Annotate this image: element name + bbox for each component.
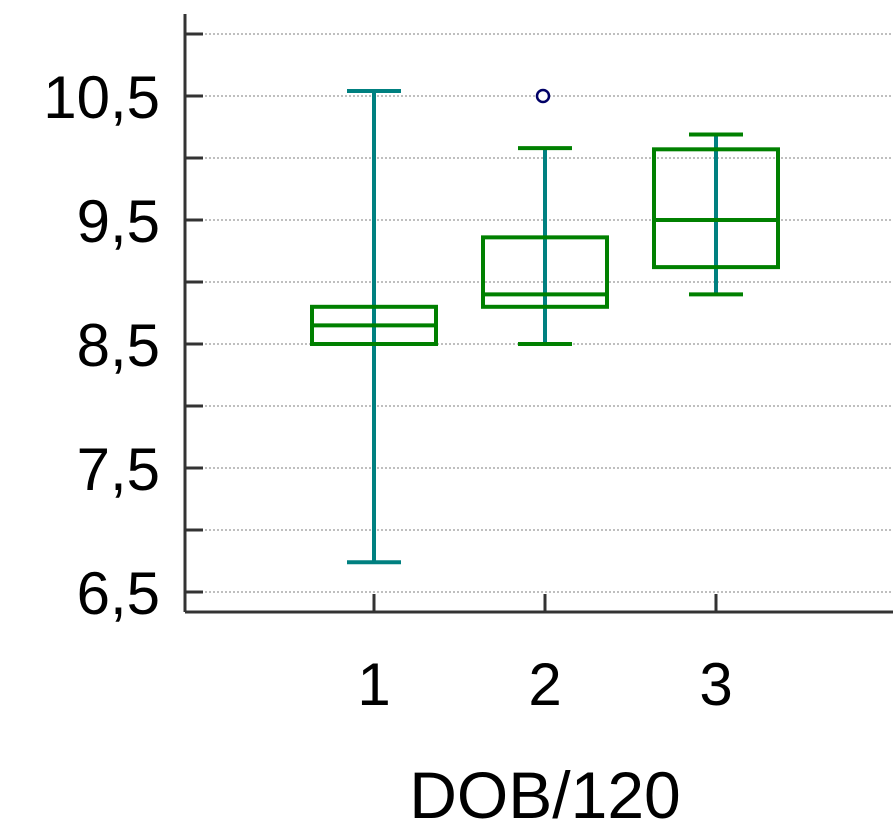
y-tick-label: 9,5 [77,188,160,255]
iqr-box [481,235,609,309]
outlier-point [535,88,551,104]
y-axis-ticks: 6,5 7,5 8,5 9,5 10,5 [43,32,203,627]
x-tick-label: 2 [528,651,561,718]
x-tick-label: 1 [357,651,390,718]
x-axis-ticks: 1 2 3 [357,594,733,718]
y-tick-label: 8,5 [77,312,160,379]
box-group-3 [652,132,780,297]
y-tick-label: 7,5 [77,436,160,503]
grid-lines [185,33,893,593]
box-group-2 [481,88,609,346]
boxes [310,88,780,565]
x-tick-label: 3 [699,651,732,718]
y-tick-label: 6,5 [77,560,160,627]
y-tick-label: 10,5 [43,64,160,131]
iqr-box [652,147,780,270]
box-group-1 [310,89,438,565]
x-axis-title: DOB/120 [409,758,680,827]
axes [183,14,893,614]
